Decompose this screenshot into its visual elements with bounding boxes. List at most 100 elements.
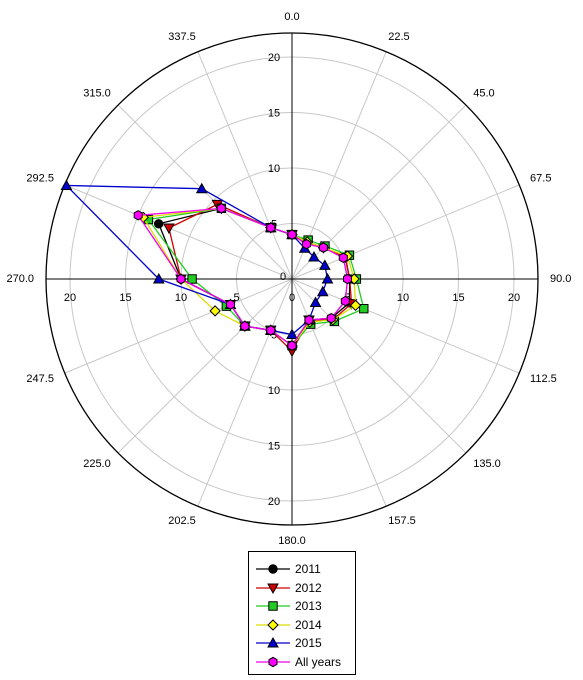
point-5-13 bbox=[133, 210, 143, 221]
legend-item-2: 2013 bbox=[255, 597, 322, 615]
angle-tick-label-10: 225.0 bbox=[83, 458, 111, 470]
grid-spoke-13 bbox=[64, 184, 293, 280]
point-2-12 bbox=[187, 274, 197, 284]
point-3-5 bbox=[349, 299, 362, 312]
point-4-12 bbox=[152, 272, 165, 284]
point-5-9 bbox=[266, 325, 276, 336]
angle-tick-label-7: 157.5 bbox=[388, 515, 416, 527]
legend-swatch-marker-2 bbox=[268, 601, 278, 611]
angle-tick-label-5: 112.5 bbox=[530, 373, 557, 385]
legend-swatch-0 bbox=[256, 564, 290, 574]
radial-tick-label-bottom-20: 20 bbox=[268, 496, 280, 508]
legend-swatch-3 bbox=[256, 618, 290, 631]
legend-item-3: 2014 bbox=[255, 616, 322, 634]
radial-tick-label-left-10: 10 bbox=[175, 292, 187, 304]
legend-swatch-4 bbox=[256, 636, 290, 648]
point-5-10 bbox=[240, 320, 250, 332]
grid-spoke-11 bbox=[64, 278, 293, 374]
radial-tick-label-bottom-10: 10 bbox=[268, 385, 280, 397]
point-5-2 bbox=[318, 242, 328, 253]
angle-tick-label-4: 90.0 bbox=[550, 273, 571, 285]
point-5-0 bbox=[287, 229, 297, 240]
legend-swatch-marker-5 bbox=[268, 656, 278, 667]
point-5-3 bbox=[338, 252, 348, 263]
radial-tick-label-top-15: 15 bbox=[268, 107, 280, 119]
point-5-7 bbox=[304, 314, 314, 326]
angle-tick-label-9: 202.5 bbox=[168, 515, 196, 527]
radial-tick-label-bottom-15: 15 bbox=[268, 440, 280, 452]
legend: 2011 2012 2013 2014 2015 All years bbox=[248, 551, 356, 675]
legend-swatch-marker-3 bbox=[267, 618, 279, 631]
point-5-4 bbox=[342, 273, 353, 285]
grid-spoke-7 bbox=[291, 278, 387, 507]
legend-item-1: 2012 bbox=[255, 579, 322, 597]
legend-swatch-1 bbox=[256, 583, 290, 594]
angle-tick-label-14: 315.0 bbox=[83, 88, 111, 100]
angle-tick-label-2: 45.0 bbox=[473, 88, 494, 100]
point-1-13 bbox=[163, 223, 175, 235]
point-3-11 bbox=[209, 305, 221, 317]
radial-tick-label-right-20: 20 bbox=[508, 292, 520, 304]
legend-swatch-5 bbox=[256, 656, 290, 667]
angle-tick-label-13: 292.5 bbox=[26, 173, 54, 185]
polar-chart: 0055551010101015151515202020200.022.545.… bbox=[6, 11, 571, 547]
point-0-13 bbox=[153, 219, 164, 229]
radial-tick-label-bottom-5: 5 bbox=[271, 329, 277, 341]
angle-tick-label-0: 0.0 bbox=[284, 11, 299, 23]
legend-label-5: All years bbox=[295, 654, 342, 669]
angle-tick-label-11: 247.5 bbox=[26, 373, 54, 385]
series-line-0 bbox=[157, 207, 351, 347]
point-5-1 bbox=[301, 238, 311, 250]
legend-item-0: 2011 bbox=[255, 560, 321, 578]
grid-spoke-9 bbox=[197, 278, 293, 507]
radial-tick-label-0-bottom: 0 bbox=[289, 292, 295, 304]
radial-tick-label-top-20: 20 bbox=[268, 52, 280, 64]
legend-label-3: 2014 bbox=[295, 617, 322, 632]
grid-spoke-5 bbox=[291, 278, 520, 374]
angle-tick-label-15: 337.5 bbox=[168, 31, 196, 43]
series-all-years bbox=[133, 203, 353, 351]
legend-item-5: All years bbox=[255, 653, 341, 671]
radial-tick-label-0-top: 0 bbox=[280, 271, 286, 283]
point-5-5 bbox=[340, 295, 350, 307]
angle-tick-label-6: 135.0 bbox=[473, 458, 501, 470]
legend-label-0: 2011 bbox=[295, 562, 321, 576]
point-5-11 bbox=[225, 299, 235, 310]
point-4-6 bbox=[309, 296, 322, 308]
legend-label-1: 2012 bbox=[295, 580, 322, 595]
legend-swatch-marker-0 bbox=[268, 564, 278, 574]
point-4-3 bbox=[318, 259, 331, 270]
point-5-14 bbox=[216, 203, 226, 214]
tick-labels: 0055551010101015151515202020200.022.545.… bbox=[6, 11, 571, 547]
angle-tick-label-8: 180.0 bbox=[278, 535, 306, 547]
legend-swatch-2 bbox=[256, 601, 290, 611]
grid-spoke-3 bbox=[291, 184, 520, 280]
point-4-4 bbox=[321, 272, 334, 284]
radial-tick-label-right-15: 15 bbox=[452, 292, 464, 304]
radial-tick-label-top-10: 10 bbox=[268, 163, 280, 175]
series-line-4 bbox=[64, 184, 329, 336]
legend-swatch-marker-1 bbox=[267, 583, 279, 594]
point-5-12 bbox=[176, 273, 186, 285]
legend-swatch-marker-4 bbox=[267, 636, 279, 648]
polar-grid bbox=[45, 32, 539, 526]
point-4-14 bbox=[195, 182, 208, 194]
radial-tick-label-left-5: 5 bbox=[233, 292, 239, 304]
radial-tick-label-left-20: 20 bbox=[64, 292, 76, 304]
point-5-8 bbox=[287, 340, 297, 351]
outer-ring bbox=[45, 32, 539, 526]
point-5-6 bbox=[326, 313, 336, 324]
grid-spoke-15 bbox=[197, 51, 293, 280]
angle-tick-label-1: 22.5 bbox=[388, 31, 409, 43]
grid-spoke-10 bbox=[117, 278, 293, 454]
radial-tick-label-left-15: 15 bbox=[119, 292, 131, 304]
angle-tick-label-3: 67.5 bbox=[530, 173, 551, 185]
grid-spoke-2 bbox=[291, 104, 467, 280]
point-5-15 bbox=[266, 222, 276, 233]
point-4-5 bbox=[316, 285, 329, 297]
legend-label-4: 2015 bbox=[295, 636, 322, 650]
legend-label-2: 2013 bbox=[295, 599, 322, 613]
series-layer bbox=[60, 179, 369, 358]
grid-spoke-6 bbox=[291, 278, 467, 454]
point-4-2 bbox=[308, 250, 320, 262]
